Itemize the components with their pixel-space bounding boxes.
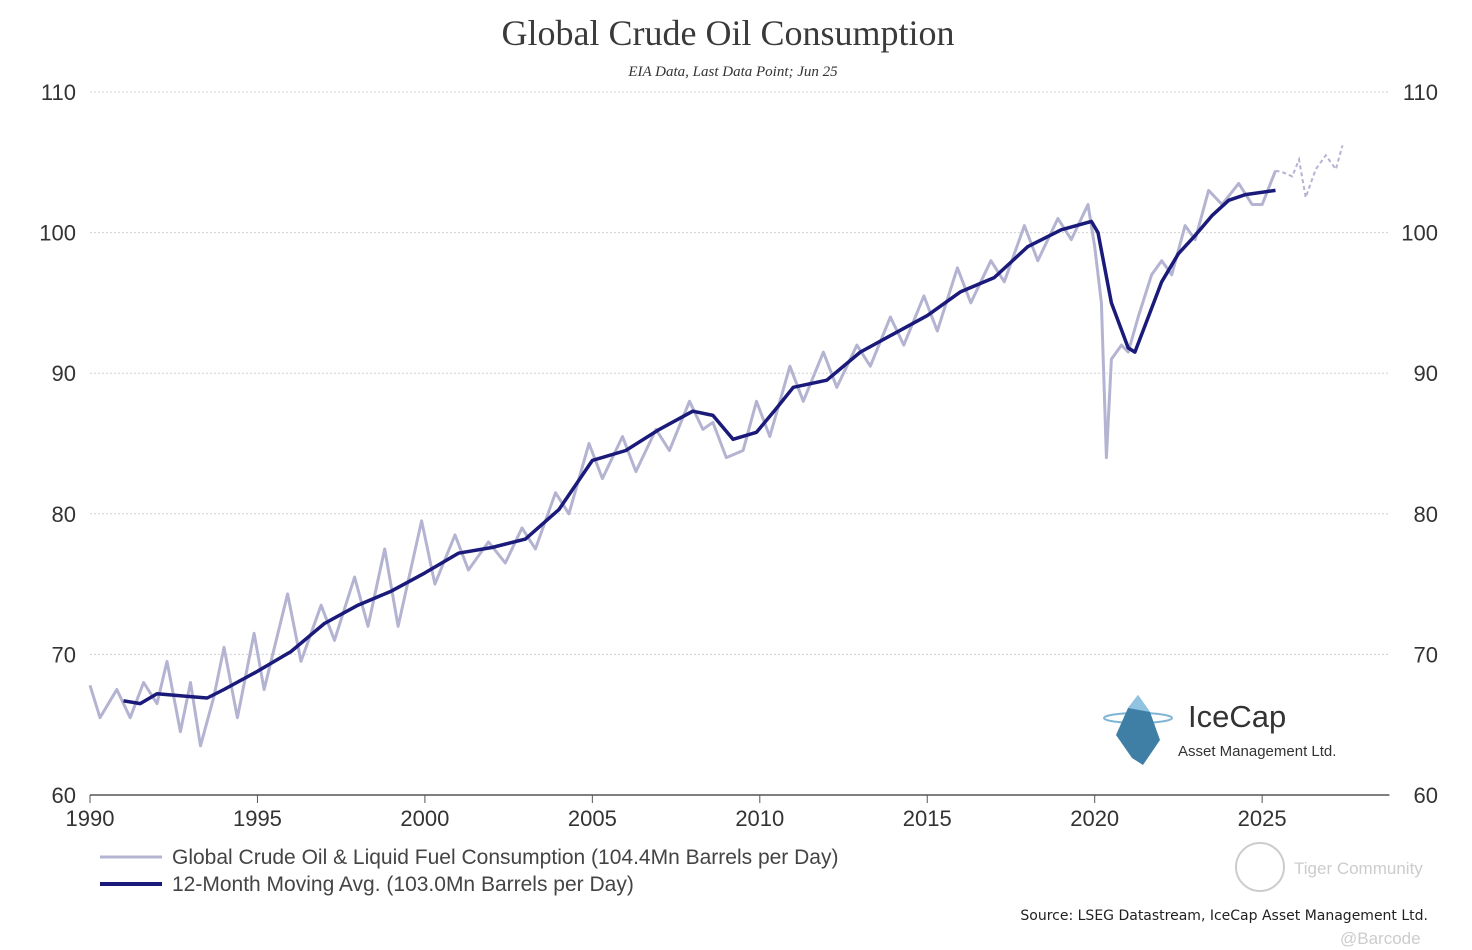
x-tick-label: 2010: [735, 806, 784, 831]
logo-tagline: Asset Management Ltd.: [1178, 743, 1336, 760]
consumption-line: [88, 170, 1277, 748]
series-group: [88, 145, 1344, 748]
x-tick-label: 2020: [1070, 806, 1119, 831]
y-tick-label-right: 70: [1414, 642, 1438, 667]
x-tick-label: 2015: [903, 806, 952, 831]
y-tick-label-left: 70: [52, 642, 76, 667]
y-tick-label-left: 100: [39, 221, 76, 246]
y-tick-label-right: 60: [1414, 783, 1438, 808]
chart-title: Global Crude Oil Consumption: [502, 13, 955, 53]
source-note: Source: LSEG Datastream, IceCap Asset Ma…: [1020, 908, 1428, 924]
moving-average-line: [123, 188, 1276, 706]
icecap-logo: IceCap Asset Management Ltd.: [1103, 695, 1336, 765]
y-tick-label-left: 90: [52, 361, 76, 386]
y-tick-label-left: 110: [41, 80, 76, 105]
y-tick-label-right: 100: [1401, 221, 1438, 246]
tiger-logo-icon: [1235, 842, 1285, 892]
legend-label-consumption: Global Crude Oil & Liquid Fuel Consumpti…: [172, 846, 838, 869]
x-tick-label: 1995: [233, 806, 282, 831]
axes: 60 60 70 70 80 80 90 90 100 100 110 110 1990 1995 2000…: [39, 80, 1438, 831]
y-tick-label-left: 60: [52, 783, 76, 808]
x-tick-label: 2000: [400, 806, 449, 831]
gridlines: [90, 91, 1390, 655]
watermark-text: Tiger Community: [1294, 859, 1423, 878]
watermark: Tiger Community @Barcode: [1235, 842, 1423, 948]
watermark-handle: @Barcode: [1340, 929, 1421, 948]
y-tick-label-right: 110: [1403, 80, 1438, 105]
y-tick-label-right: 80: [1414, 502, 1438, 527]
x-tick-label: 2005: [568, 806, 617, 831]
consumption-forecast-line: [1275, 145, 1344, 202]
chart-subtitle: EIA Data, Last Data Point; Jun 25: [627, 64, 838, 80]
legend: Global Crude Oil & Liquid Fuel Consumpti…: [100, 846, 838, 896]
x-tick-label: 2025: [1238, 806, 1287, 831]
logo-name: IceCap: [1188, 699, 1286, 734]
y-tick-label-right: 90: [1414, 361, 1438, 386]
legend-label-moving-avg: 12-Month Moving Avg. (103.0Mn Barrels pe…: [172, 873, 634, 896]
y-tick-label-left: 80: [52, 502, 76, 527]
iceberg-tip: [1128, 695, 1150, 712]
iceberg-icon: [1116, 695, 1160, 765]
x-tick-label: 1990: [66, 806, 115, 831]
